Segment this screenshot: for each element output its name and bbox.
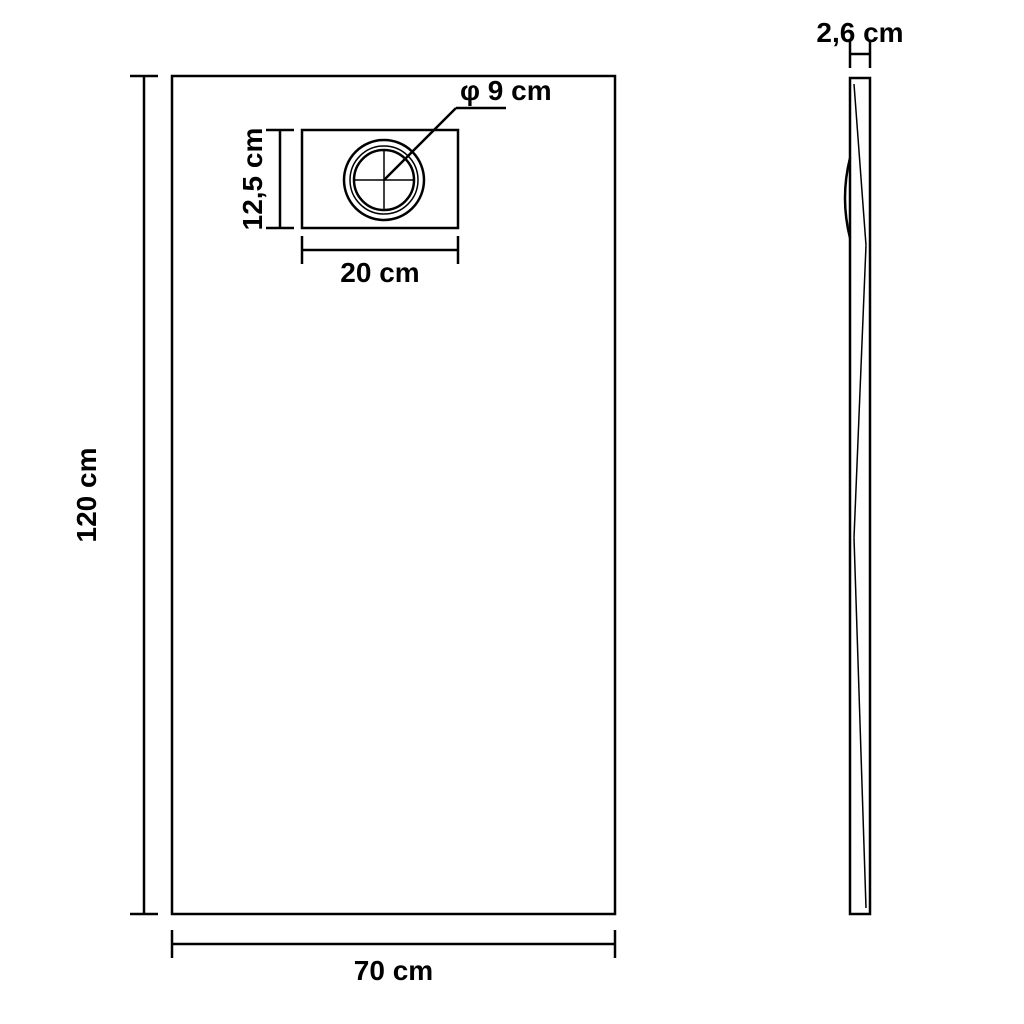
technical-drawing: 120 cm 70 cm 20 cm 12,5 cm φ 9 cm 2,6 cm	[0, 0, 1024, 1024]
side-view-edge-1	[854, 84, 866, 245]
drain-diameter-label: φ 9 cm	[460, 75, 552, 106]
dim-width-label: 70 cm	[354, 955, 433, 986]
side-view-edge-2	[854, 245, 866, 538]
drain-leader-diag	[384, 108, 456, 180]
dim-panel-w-label: 20 cm	[340, 257, 419, 288]
dim-height-label: 120 cm	[71, 448, 102, 543]
dim-panel-h-label: 12,5 cm	[237, 128, 268, 231]
dim-thick-label: 2,6 cm	[816, 17, 903, 48]
side-view-outline	[850, 78, 870, 914]
side-view-edge-3	[854, 538, 866, 908]
